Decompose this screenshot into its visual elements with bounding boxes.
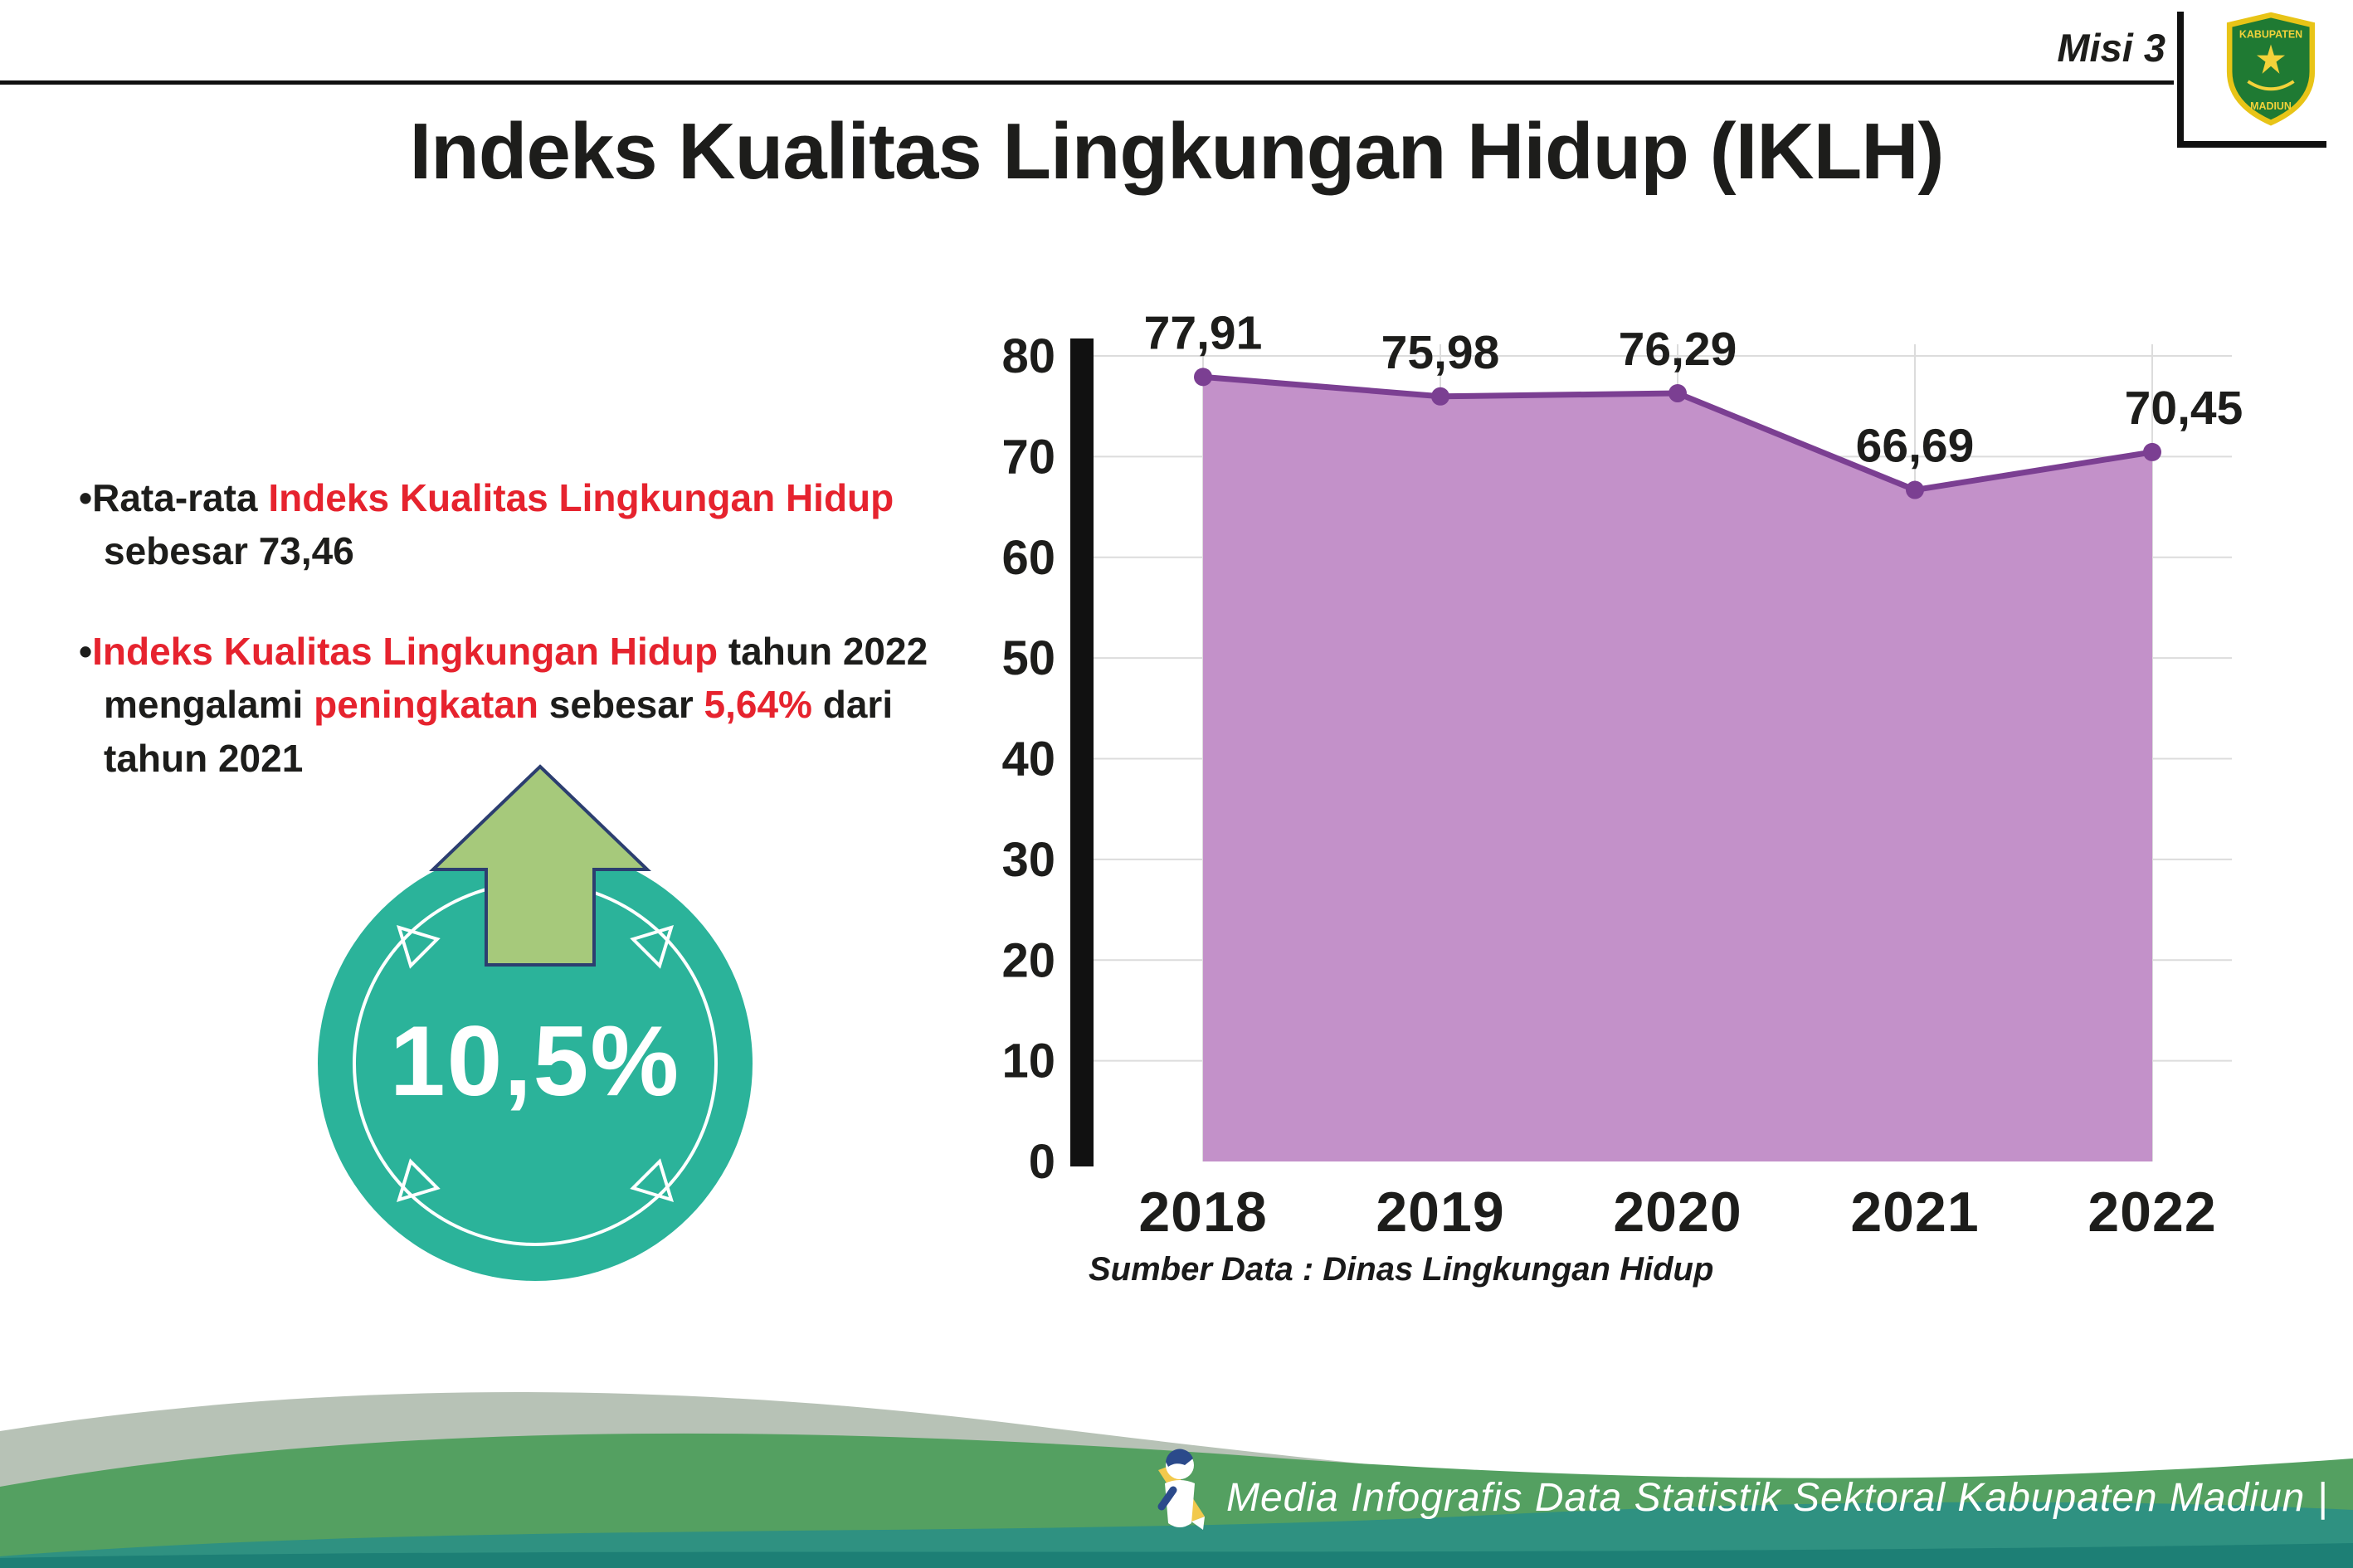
footer-band: Media Infografis Data Statistik Sektoral… xyxy=(0,1361,2353,1568)
data-point xyxy=(1906,480,1924,499)
point-label: 77,91 xyxy=(1144,306,1263,359)
ring-triangle-nw-icon xyxy=(396,924,441,969)
data-source-caption: Sumber Data : Dinas Lingkungan Hidup xyxy=(1089,1251,1714,1288)
misi-label: Misi 3 xyxy=(2057,26,2165,70)
page-title: Indeks Kualitas Lingkungan Hidup (IKLH) xyxy=(409,107,1944,196)
up-arrow-icon xyxy=(429,764,651,967)
mascot-body xyxy=(1165,1480,1195,1527)
y-tick-label: 30 xyxy=(1001,833,1055,887)
ring-triangle-sw-icon xyxy=(396,1158,441,1203)
x-tick-label: 2019 xyxy=(1376,1181,1504,1244)
y-axis xyxy=(1070,338,1094,1166)
mascot-cap xyxy=(1166,1449,1193,1467)
mascot-icon xyxy=(1157,1449,1205,1530)
logo-top-text: KABUPATEN xyxy=(2239,29,2302,41)
y-tick-label: 10 xyxy=(1001,1035,1055,1088)
data-point xyxy=(1194,368,1212,387)
point-label: 76,29 xyxy=(1619,323,1737,376)
iklh-area-chart: 0 10 20 30 40 50 60 70 80 2018 2019 2020 2021 2022 77,… xyxy=(1001,306,2243,1244)
y-tick-label: 80 xyxy=(1001,329,1055,383)
point-label: 66,69 xyxy=(1856,420,1975,473)
footer-credit: Media Infografis Data Statistik Sektoral… xyxy=(1226,1476,2329,1520)
summary-panel: •Rata-rata Indeks Kualitas Lingkungan Hi… xyxy=(79,471,975,831)
mascot-arm xyxy=(1157,1486,1177,1511)
badge-graphic xyxy=(318,764,753,1281)
bullet-dot: • xyxy=(79,476,93,519)
mascot-pencil-tip xyxy=(1191,1517,1205,1530)
increase-percentage-value: 10,5% xyxy=(389,1006,681,1117)
x-tick-label: 2018 xyxy=(1138,1181,1267,1244)
iklh-trend-chart: 0 10 20 30 40 50 60 70 80 2018 2019 2020 2021 2022 77,… xyxy=(954,292,2282,1329)
kabupaten-madiun-logo-frame: KABUPATEN MADIUN xyxy=(2177,12,2326,148)
y-tick-label: 50 xyxy=(1001,631,1055,685)
point-label: 70,45 xyxy=(2125,382,2243,435)
data-point xyxy=(2143,442,2161,461)
logo-star xyxy=(2256,44,2286,74)
logo-bottom-text: MADIUN xyxy=(2250,100,2292,112)
y-tick-label: 60 xyxy=(1001,531,1055,585)
y-tick-label: 0 xyxy=(1029,1135,1055,1189)
x-tick-label: 2020 xyxy=(1613,1181,1742,1244)
badge-circle xyxy=(318,846,753,1281)
x-tick-label: 2021 xyxy=(1850,1181,1979,1244)
area-fill xyxy=(1203,377,2152,1161)
bullet-average-iklh: •Rata-rata Indeks Kualitas Lingkungan Hi… xyxy=(79,476,894,573)
data-point xyxy=(1669,384,1687,403)
ring-triangle-se-icon xyxy=(630,1158,675,1203)
data-point xyxy=(1431,387,1449,406)
y-tick-label: 20 xyxy=(1001,933,1055,987)
bullet-dot: • xyxy=(79,629,93,673)
ring-triangle-ne-icon xyxy=(630,924,675,969)
y-tick-label: 70 xyxy=(1001,430,1055,484)
bullet-iklh-2022-increase: •Indeks Kualitas Lingkungan Hidup tahun … xyxy=(79,629,928,780)
increase-percentage-badge: 10,5% xyxy=(307,745,772,1309)
y-tick-label: 40 xyxy=(1001,733,1055,786)
kabupaten-madiun-logo: KABUPATEN MADIUN xyxy=(2226,12,2316,126)
header-rule xyxy=(0,80,2174,85)
logo-ribbon xyxy=(2247,80,2295,91)
wave-dark xyxy=(0,1543,2353,1568)
logo-shield-shape xyxy=(2226,12,2316,126)
point-label: 75,98 xyxy=(1381,326,1500,379)
x-tick-label: 2022 xyxy=(2087,1181,2216,1244)
